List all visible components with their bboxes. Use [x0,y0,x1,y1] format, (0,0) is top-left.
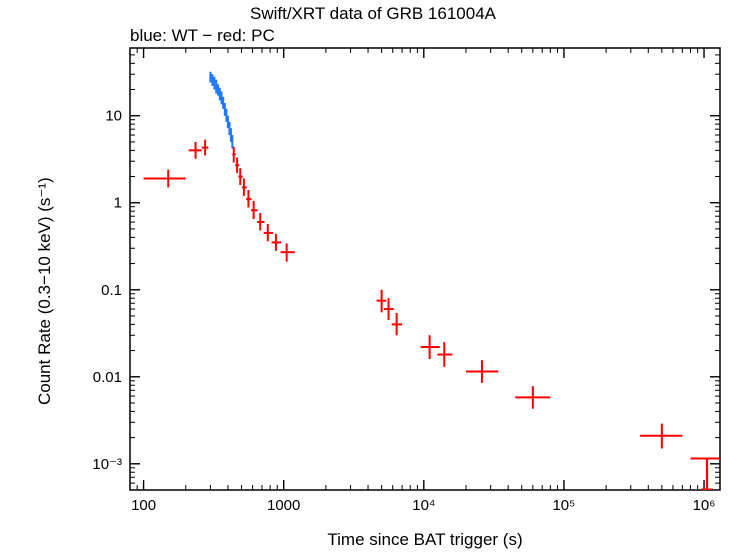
x-axis-label: Time since BAT trigger (s) [130,530,720,550]
x-tick-label: 10⁴ [412,497,435,514]
y-tick-label: 10 [105,108,122,125]
plot-area: 100 1000 10⁴ 10⁵ 10⁶ 10⁻³ 0.01 0.1 1 10 [0,0,746,558]
plot-frame [130,48,720,490]
y-tick-label: 0.1 [101,282,122,299]
y-tick-label: 10⁻³ [92,456,122,473]
chart-subtitle: blue: WT − red: PC [130,26,275,46]
y-tick-label: 0.01 [93,369,122,386]
y-axis-label: Count Rate (0.3−10 keV) (s⁻¹) [35,177,55,405]
x-tick-label: 10⁶ [693,497,716,514]
y-tick-label: 1 [114,195,122,212]
x-tick-label: 100 [131,497,156,514]
x-tick-label: 10⁵ [552,497,575,514]
chart-title: Swift/XRT data of GRB 161004A [0,4,746,24]
chart-stage: Swift/XRT data of GRB 161004A blue: WT −… [0,0,746,558]
x-tick-label: 1000 [267,497,300,514]
